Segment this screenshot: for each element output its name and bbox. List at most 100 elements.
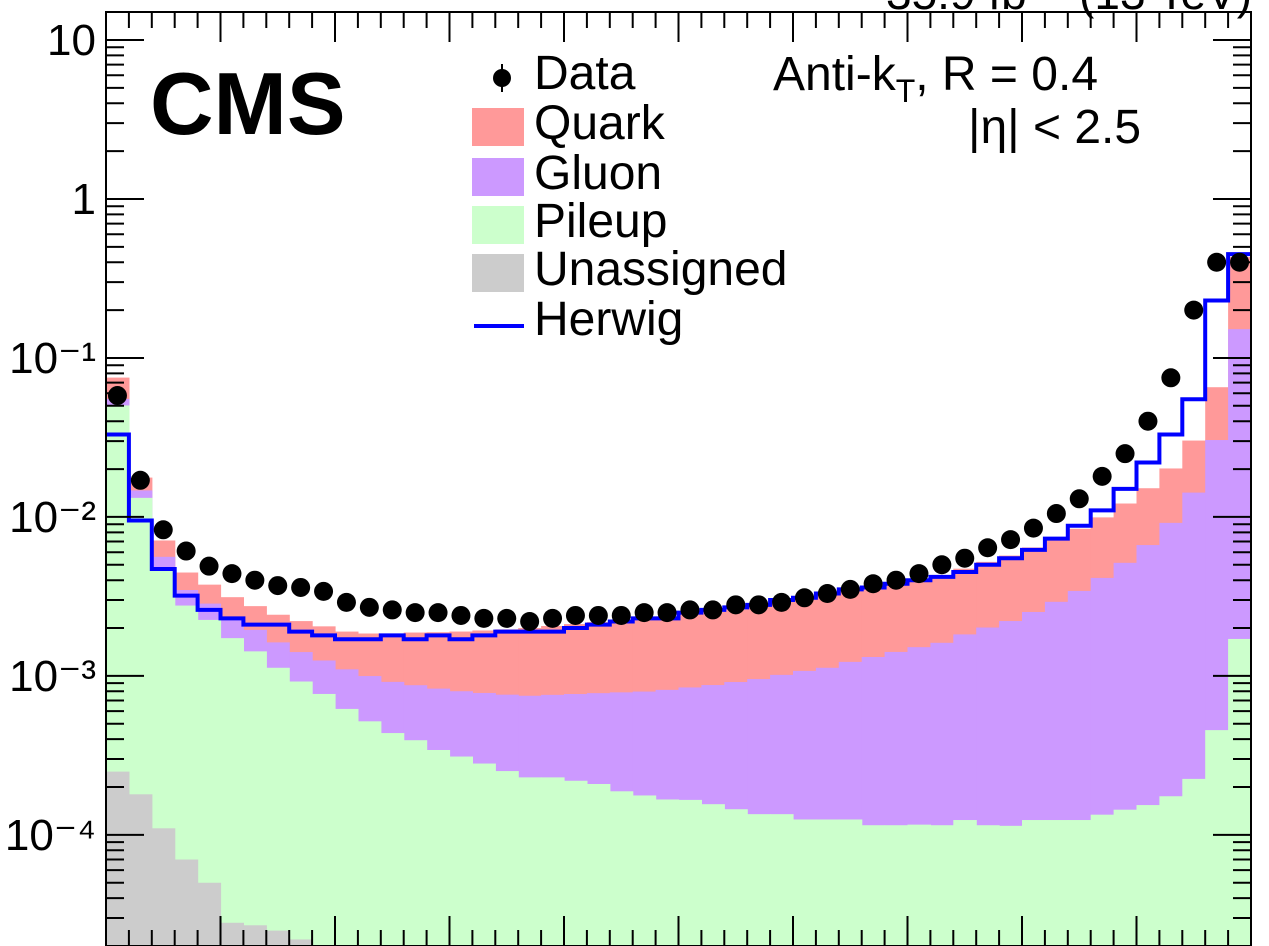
data-point bbox=[1115, 444, 1135, 464]
pileup-bar bbox=[312, 693, 336, 946]
pileup-bar bbox=[701, 804, 725, 946]
pileup-bar bbox=[426, 749, 451, 946]
pileup-bar bbox=[793, 819, 817, 946]
data-point bbox=[359, 597, 379, 617]
data-point bbox=[634, 603, 654, 623]
y-tick-label: 10 bbox=[47, 16, 96, 65]
unassigned-bar bbox=[197, 882, 222, 946]
data-point bbox=[1207, 252, 1227, 272]
legend-item-pileup: Pileup bbox=[468, 195, 888, 248]
data-point bbox=[657, 603, 677, 623]
pileup-bar bbox=[724, 809, 748, 946]
unassigned-bar bbox=[266, 930, 290, 946]
pileup-bar bbox=[999, 825, 1023, 946]
unassigned-bar bbox=[151, 828, 176, 946]
unassigned-bar bbox=[220, 922, 244, 946]
data-point bbox=[222, 564, 242, 584]
pileup-bar bbox=[1205, 730, 1229, 946]
data-point bbox=[1184, 300, 1204, 320]
legend-label-pileup: Pileup bbox=[534, 195, 668, 248]
data-point bbox=[130, 470, 150, 490]
data-point bbox=[909, 564, 929, 584]
pileup-bar bbox=[930, 825, 954, 946]
luminosity-label: 35.9 fb⁻¹ (13 TeV) bbox=[886, 0, 1252, 16]
pileup-bar bbox=[815, 819, 840, 946]
legend-item-unassigned: Unassigned bbox=[468, 243, 888, 296]
jet-algorithm-prefix: Anti-k bbox=[773, 48, 896, 101]
pileup-bar bbox=[197, 619, 222, 946]
pileup-bar bbox=[770, 814, 794, 946]
data-point bbox=[817, 583, 837, 603]
pileup-bar bbox=[1067, 820, 1092, 946]
pileup-bar bbox=[518, 777, 542, 946]
pileup-bar bbox=[1022, 820, 1046, 946]
data-point bbox=[863, 574, 883, 594]
data-point bbox=[886, 570, 906, 590]
jet-algorithm-suffix: , R = 0.4 bbox=[915, 48, 1099, 101]
pileup-bar bbox=[884, 825, 909, 946]
data-point bbox=[428, 603, 448, 623]
pileup-bar bbox=[1090, 814, 1115, 946]
data-point bbox=[955, 548, 975, 568]
legend-label-herwig: Herwig bbox=[534, 293, 684, 346]
data-point bbox=[199, 556, 219, 576]
pileup-bar bbox=[609, 791, 634, 946]
data-marker-icon bbox=[493, 64, 511, 92]
pileup-bar bbox=[335, 708, 359, 946]
pileup-swatch-icon bbox=[472, 206, 524, 244]
data-point bbox=[680, 600, 700, 620]
unassigned-bar bbox=[243, 925, 267, 946]
y-tick-label: 10⁻⁴ bbox=[5, 811, 96, 860]
data-points-group bbox=[107, 252, 1250, 631]
pileup-bar bbox=[472, 763, 496, 946]
pileup-bar bbox=[357, 721, 382, 946]
legend-label-unassigned: Unassigned bbox=[534, 243, 788, 296]
pileup-bar bbox=[1113, 809, 1138, 946]
data-point bbox=[703, 600, 723, 620]
experiment-label: CMS bbox=[150, 54, 346, 153]
data-point bbox=[978, 538, 998, 558]
data-point bbox=[1092, 466, 1112, 486]
pileup-bar bbox=[976, 825, 1000, 946]
gluon-swatch-icon bbox=[472, 158, 524, 196]
data-point bbox=[336, 592, 356, 612]
data-point bbox=[840, 579, 860, 599]
legend-item-gluon: Gluon bbox=[468, 147, 888, 200]
jet-algorithm-label: Anti-kT, R = 0.4 bbox=[773, 48, 1099, 108]
pileup-bar bbox=[220, 638, 244, 946]
data-point bbox=[520, 611, 540, 631]
axes-frame: 10 1 10⁻¹ 10⁻² 10⁻³ 10⁻⁴ bbox=[5, 11, 1252, 946]
pileup-bar bbox=[655, 799, 680, 946]
pileup-bar bbox=[380, 733, 405, 946]
data-point bbox=[1161, 368, 1181, 388]
y-tick-label: 1 bbox=[72, 175, 96, 224]
pileup-bar bbox=[747, 814, 771, 946]
stacked-histograms bbox=[106, 256, 1252, 946]
pileup-bar bbox=[403, 740, 428, 946]
legend-label-data: Data bbox=[534, 47, 636, 100]
herwig-step-line bbox=[106, 252, 1251, 642]
pileup-bar bbox=[1159, 796, 1183, 946]
pileup-bar bbox=[564, 780, 588, 946]
pileup-bar bbox=[678, 799, 702, 946]
data-point bbox=[543, 608, 563, 628]
pileup-bar bbox=[495, 771, 519, 946]
pileup-stack bbox=[106, 405, 1252, 946]
legend-item-herwig: Herwig bbox=[468, 293, 888, 346]
data-point bbox=[749, 595, 769, 615]
pileup-bar bbox=[243, 651, 267, 946]
data-point bbox=[565, 605, 585, 625]
data-point bbox=[1138, 411, 1158, 431]
pileup-bar bbox=[838, 819, 863, 946]
legend-item-quark: Quark bbox=[468, 100, 888, 150]
pileup-bar bbox=[632, 795, 657, 946]
data-point bbox=[588, 605, 608, 625]
legend-item-data: Data bbox=[468, 47, 888, 100]
unassigned-stack bbox=[106, 771, 313, 946]
data-point bbox=[611, 605, 631, 625]
herwig-curve-group bbox=[106, 252, 1251, 642]
data-point bbox=[245, 570, 265, 590]
y-tick-label: 10⁻³ bbox=[9, 652, 96, 701]
legend-label-gluon: Gluon bbox=[534, 147, 663, 200]
